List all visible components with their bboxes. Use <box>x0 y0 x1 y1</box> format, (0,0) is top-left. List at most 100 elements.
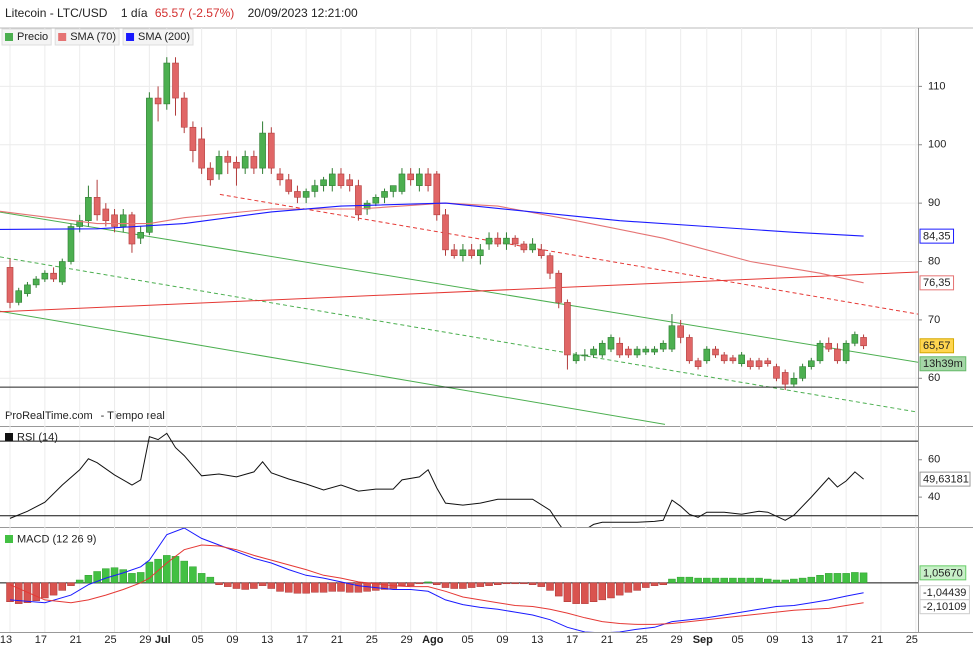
candle-body <box>6 267 14 303</box>
histogram-bar <box>790 578 798 584</box>
candle-body <box>659 342 667 350</box>
candle-body <box>477 249 484 256</box>
candle-body <box>85 197 92 221</box>
candle-body <box>233 161 240 169</box>
candle-body <box>668 325 676 350</box>
candle-body <box>41 272 49 280</box>
header: Litecoin - LTC/USD 1 día 65.57 (-2.57%) … <box>5 6 358 20</box>
candle-body <box>651 348 658 353</box>
candle-body <box>442 214 449 251</box>
sma-line <box>0 202 864 237</box>
histogram-bar <box>450 582 458 589</box>
candle-body <box>555 272 563 303</box>
histogram-bar <box>816 575 824 584</box>
legend-swatch <box>5 535 13 543</box>
candle-body <box>259 132 266 169</box>
candle-body <box>398 173 406 192</box>
histogram-bar <box>737 577 746 584</box>
candle-body <box>747 360 754 367</box>
y-tick-label: 100 <box>928 139 946 151</box>
histogram-bar <box>163 555 171 584</box>
x-tick-label: 09 <box>766 634 778 646</box>
histogram-bar <box>764 578 772 584</box>
candle-body <box>128 214 136 245</box>
source-name: ProRealTime.com <box>5 410 93 422</box>
histogram-bar <box>250 582 258 589</box>
candle-body <box>503 237 510 245</box>
trend-line <box>219 193 918 315</box>
x-tick-label: 29 <box>401 634 413 646</box>
candle-body <box>180 97 188 128</box>
histogram-bar <box>215 582 223 585</box>
candle-body <box>842 342 850 362</box>
histogram-bar <box>851 572 859 584</box>
histogram-bar <box>520 582 528 585</box>
candle-body <box>450 249 458 256</box>
x-tick-label: Sep <box>693 634 713 646</box>
legend-swatch <box>5 433 13 441</box>
histogram-bar <box>467 582 476 588</box>
x-tick-label: 05 <box>732 634 744 646</box>
candle-body <box>224 156 232 163</box>
histogram-bar <box>58 582 67 591</box>
histogram-bar <box>128 573 136 584</box>
candle-body <box>781 372 789 385</box>
price-panel <box>0 57 918 425</box>
header-bg <box>0 0 973 28</box>
candle-body <box>311 185 319 192</box>
candle-body <box>755 360 763 367</box>
histogram-bar <box>398 582 406 586</box>
x-tick-label: 21 <box>601 634 613 646</box>
candle-body <box>363 202 371 210</box>
histogram-bar <box>502 582 511 585</box>
candle-body <box>790 377 798 385</box>
candle-body <box>15 290 23 303</box>
legend-swatch <box>5 33 13 41</box>
candle-body <box>302 191 310 198</box>
y-tick-label: 60 <box>928 372 940 384</box>
histogram-bar <box>598 582 607 601</box>
value-label-box <box>919 228 955 244</box>
histogram-bar <box>668 578 676 584</box>
y-tick-label: 40 <box>928 491 940 503</box>
x-tick-label: 29 <box>671 634 683 646</box>
candle-body <box>598 342 606 356</box>
histogram-bar <box>302 582 310 594</box>
candle-body <box>633 348 641 356</box>
candle-body <box>276 173 284 181</box>
candle-body <box>529 243 536 251</box>
candle-body <box>285 179 293 192</box>
candle-body <box>215 156 223 175</box>
histogram-bar <box>842 573 850 584</box>
histogram-bar <box>171 556 180 584</box>
x-tick-label: 17 <box>836 634 848 646</box>
x-tick-label: Jul <box>155 634 171 646</box>
trend-line <box>0 256 918 413</box>
histogram-bar <box>459 582 467 589</box>
legend-bg <box>1 28 52 46</box>
candle-body <box>494 237 502 245</box>
histogram-bar <box>624 582 633 593</box>
histogram-bar <box>833 573 842 584</box>
candle-body <box>616 342 623 356</box>
candle-body <box>729 357 737 362</box>
candle-body <box>58 261 66 283</box>
histogram-bar <box>75 579 84 584</box>
x-tick-label: 29 <box>139 634 151 646</box>
x-tick-label: 05 <box>192 634 204 646</box>
candle-body <box>738 354 745 364</box>
candle-body <box>146 97 153 233</box>
histogram-bar <box>224 582 232 587</box>
candle-body <box>625 348 632 356</box>
candle-body <box>572 354 580 362</box>
x-tick-label: 09 <box>226 634 238 646</box>
value-label: 13h39m <box>923 358 963 370</box>
histogram-bar <box>563 582 572 602</box>
candle-body <box>459 249 467 256</box>
histogram-bar <box>824 573 833 584</box>
candle-body <box>720 354 728 362</box>
histogram-bar <box>424 581 432 584</box>
histogram-bar <box>433 582 441 585</box>
candle-body <box>328 173 336 186</box>
